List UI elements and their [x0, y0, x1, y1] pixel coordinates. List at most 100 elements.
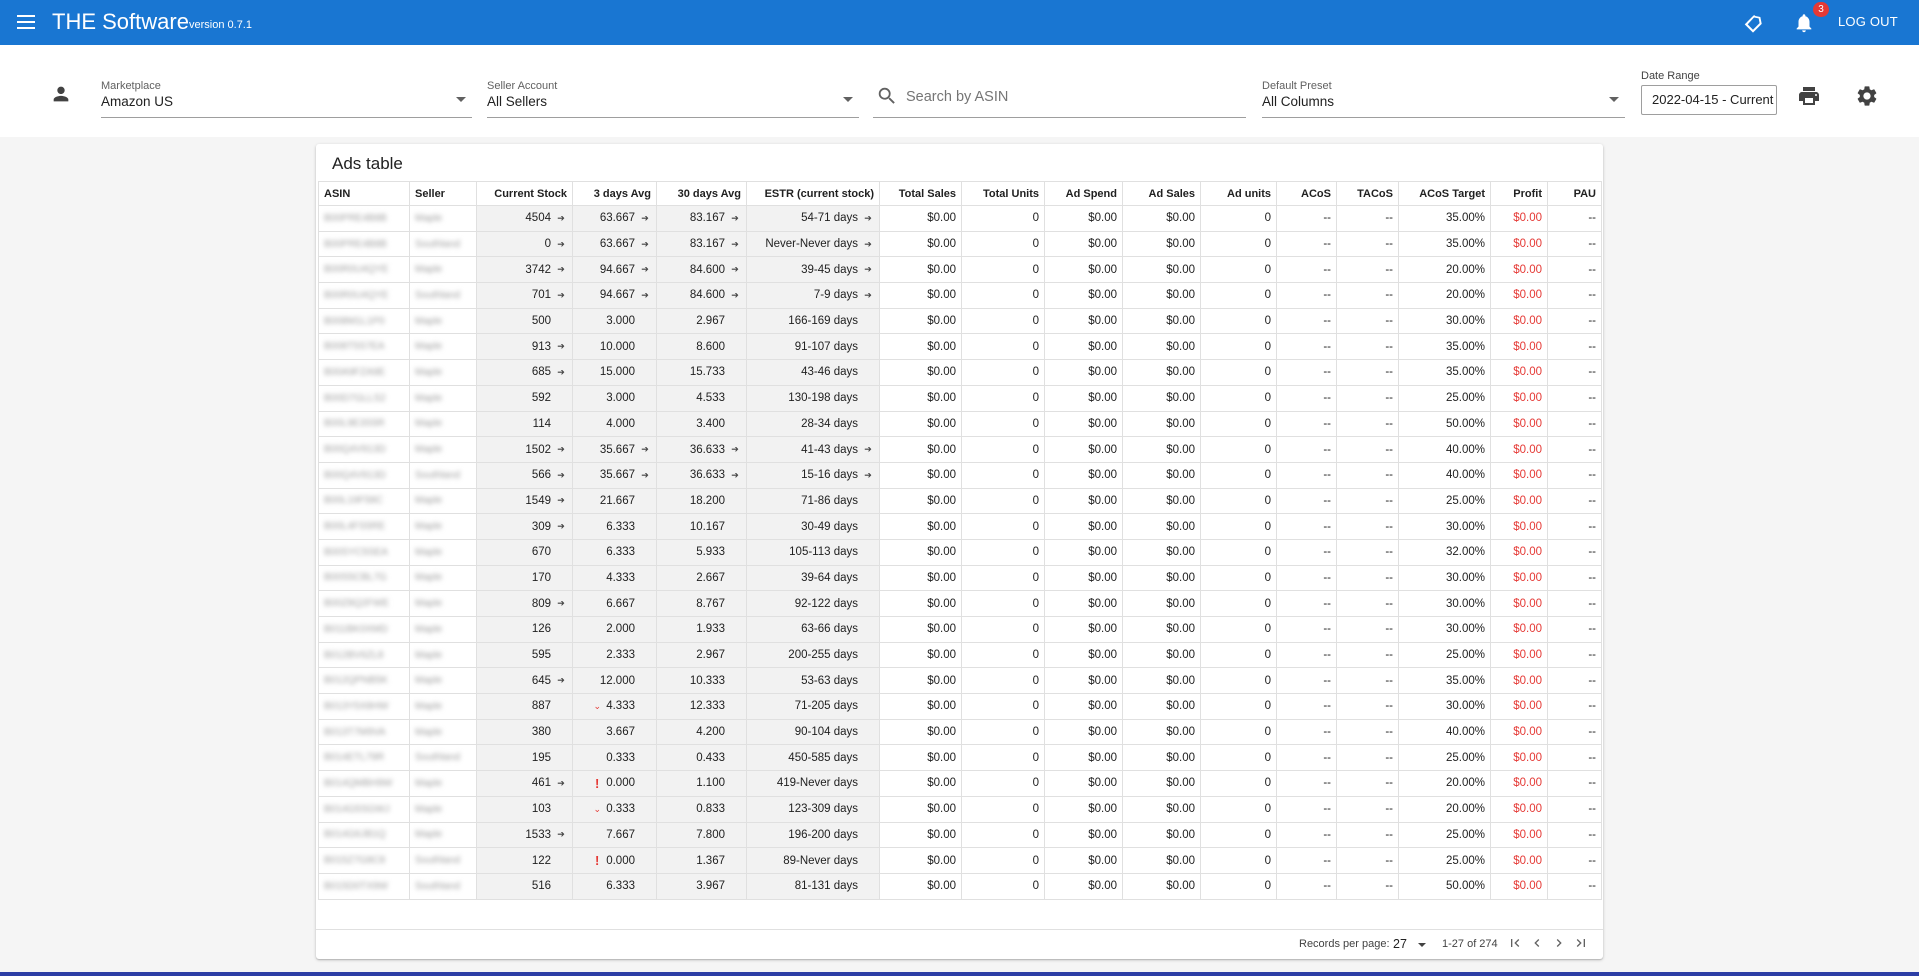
menu-icon[interactable]: [14, 11, 38, 35]
table-row[interactable]: B00Q4V913D Southland 566 ➔ 35.667 ➔ 36.633 ➔ 15-…: [318, 461, 1602, 489]
bell-icon[interactable]: [1793, 12, 1815, 34]
import-icon[interactable]: ➔: [731, 469, 739, 480]
import-icon[interactable]: ➔: [731, 212, 739, 223]
import-icon[interactable]: ➔: [557, 469, 565, 480]
import-icon[interactable]: ➔: [557, 238, 565, 249]
asin-cell[interactable]: B012BV6ZL8: [318, 641, 410, 669]
import-icon[interactable]: ➔: [641, 264, 649, 275]
table-row[interactable]: B011BK0XMD Maple 126 2.000 1.933 63-66 days $0…: [318, 616, 1602, 643]
seller-account-select[interactable]: Seller Account All Sellers: [487, 78, 859, 118]
table-row[interactable]: B014G6JB1Q Maple 1533 ➔ 7.667 7.800 196-200 da…: [318, 821, 1602, 849]
col-total-sales[interactable]: Total Sales: [879, 181, 962, 206]
last-page-icon[interactable]: [1573, 935, 1589, 951]
table-row[interactable]: B012BV6ZL8 Maple 595 2.333 2.967 200-255 days…: [318, 641, 1602, 669]
import-icon[interactable]: ➔: [641, 212, 649, 223]
import-icon[interactable]: ➔: [557, 444, 565, 455]
col-estr[interactable]: ESTR (current stock): [746, 181, 880, 206]
asin-cell[interactable]: B015D0TX9W: [318, 872, 410, 900]
col-3-days-avg[interactable]: 3 days Avg: [572, 181, 657, 206]
import-icon[interactable]: ➔: [864, 444, 872, 455]
asin-cell[interactable]: B00SYC5SEA: [318, 538, 410, 566]
asin-cell[interactable]: B00PRE4B8B: [318, 205, 410, 232]
person-icon[interactable]: [50, 83, 72, 105]
import-icon[interactable]: ➔: [641, 289, 649, 300]
next-page-icon[interactable]: [1551, 935, 1567, 951]
col-seller[interactable]: Seller: [409, 181, 477, 206]
import-icon[interactable]: ➔: [557, 341, 565, 352]
col-30-days-avg[interactable]: 30 days Avg: [656, 181, 747, 206]
import-icon[interactable]: ➔: [557, 521, 565, 532]
import-icon[interactable]: ➔: [557, 289, 565, 300]
records-per-page-select[interactable]: 27: [1393, 937, 1407, 951]
col-pau[interactable]: PAU: [1547, 181, 1602, 206]
asin-cell[interactable]: B00Q4V913D: [318, 436, 410, 463]
import-icon[interactable]: ➔: [641, 469, 649, 480]
asin-cell[interactable]: B00Q4V913D: [318, 461, 410, 489]
preset-select[interactable]: Default Preset All Columns: [1262, 78, 1625, 118]
tag-icon[interactable]: [1742, 12, 1764, 34]
import-icon[interactable]: ➔: [557, 598, 565, 609]
asin-cell[interactable]: B00S5CBL7G: [318, 564, 410, 592]
col-acos-target[interactable]: ACoS Target: [1398, 181, 1491, 206]
print-icon[interactable]: [1797, 84, 1821, 108]
table-row[interactable]: B00R0U4QYE Maple 3742 ➔ 94.667 ➔ 84.600 ➔ 39-45 …: [318, 256, 1602, 284]
table-row[interactable]: B015D0TX9W Southland 516 6.333 3.967 81-131 d…: [318, 872, 1602, 900]
table-row[interactable]: B008T5S7EA Maple 913 ➔ 10.000 8.600 91-107 day…: [318, 333, 1602, 361]
asin-cell[interactable]: B00D7GLLS2: [318, 384, 410, 412]
asin-cell[interactable]: B00L19F58C: [318, 487, 410, 515]
import-icon[interactable]: ➔: [864, 289, 872, 300]
table-row[interactable]: B015Z7G8C8 Southland 122! 0.000 1.367 89-Neve…: [318, 847, 1602, 874]
asin-cell[interactable]: B012QPNB5K: [318, 667, 410, 695]
table-row[interactable]: B00PRE4B8B Maple 4504 ➔ 63.667 ➔ 83.167 ➔ 54-71 …: [318, 205, 1602, 232]
import-icon[interactable]: ➔: [557, 366, 565, 377]
asin-cell[interactable]: B013Y5X8HW: [318, 693, 410, 720]
gear-icon[interactable]: [1855, 84, 1879, 108]
asin-cell[interactable]: B008T5S7EA: [318, 333, 410, 361]
asin-cell[interactable]: B00R0U4QYE: [318, 282, 410, 309]
table-row[interactable]: B00PRE4B8B Southland 0 ➔ 63.667 ➔ 83.167 ➔ Never…: [318, 230, 1602, 258]
table-row[interactable]: B00Q4V913D Maple 1502 ➔ 35.667 ➔ 36.633 ➔ 41-43 …: [318, 436, 1602, 463]
import-icon[interactable]: ➔: [641, 238, 649, 249]
table-row[interactable]: B00A9FZA9E Maple 685 ➔ 15.000 15.733 43-46 day…: [318, 359, 1602, 386]
chevron-down-icon[interactable]: [1418, 943, 1426, 947]
col-tacos[interactable]: TACoS: [1336, 181, 1399, 206]
asin-cell[interactable]: B008M1L1P0: [318, 307, 410, 335]
first-page-icon[interactable]: [1507, 935, 1523, 951]
col-ad-sales[interactable]: Ad Sales: [1122, 181, 1201, 206]
asin-cell[interactable]: B013T7M9VA: [318, 718, 410, 746]
col-ad-spend[interactable]: Ad Spend: [1044, 181, 1123, 206]
import-icon[interactable]: ➔: [864, 212, 872, 223]
table-row[interactable]: B013Y5X8HW Maple 887 ⌄ 4.333 12.333 71-205 day…: [318, 693, 1602, 720]
import-icon[interactable]: ➔: [864, 264, 872, 275]
import-icon[interactable]: ➔: [557, 777, 565, 788]
asin-cell[interactable]: B00L4FS5RE: [318, 513, 410, 540]
date-range-input[interactable]: 2022-04-15 - Current: [1641, 85, 1777, 115]
table-row[interactable]: B014QMBH9W Maple 461 ➔! 0.000 1.100 419-Never …: [318, 770, 1602, 797]
asin-cell[interactable]: B00A9FZA9E: [318, 359, 410, 386]
table-row[interactable]: B013T7M9VA Maple 380 3.667 4.200 90-104 days $…: [318, 718, 1602, 746]
import-icon[interactable]: ➔: [731, 444, 739, 455]
table-row[interactable]: B00SYC5SEA Maple 670 6.333 5.933 105-113 days…: [318, 538, 1602, 566]
import-icon[interactable]: ➔: [641, 444, 649, 455]
col-profit[interactable]: Profit: [1490, 181, 1548, 206]
logout-button[interactable]: LOG OUT: [1838, 14, 1898, 29]
asin-cell[interactable]: B00R0U4QYE: [318, 256, 410, 284]
table-row[interactable]: B014ETL79R Southland 195 0.333 0.433 450-585 …: [318, 744, 1602, 772]
table-row[interactable]: B012QPNB5K Maple 645 ➔ 12.000 10.333 53-63 day…: [318, 667, 1602, 695]
import-icon[interactable]: ➔: [557, 264, 565, 275]
import-icon[interactable]: ➔: [864, 238, 872, 249]
marketplace-select[interactable]: Marketplace Amazon US: [101, 78, 472, 118]
col-ad-units[interactable]: Ad units: [1200, 181, 1277, 206]
import-icon[interactable]: ➔: [731, 264, 739, 275]
table-row[interactable]: B014G5SGWJ Maple 103 ⌄ 0.333 0.833 123-309 day…: [318, 795, 1602, 823]
asin-cell[interactable]: B00L9E3S5R: [318, 410, 410, 438]
import-icon[interactable]: ➔: [557, 675, 565, 686]
table-row[interactable]: B00S5CBL7G Maple 170 4.333 2.667 39-64 days $0…: [318, 564, 1602, 592]
col-asin[interactable]: ASIN: [318, 181, 410, 206]
asin-cell[interactable]: B015Z7G8C8: [318, 847, 410, 874]
col-total-units[interactable]: Total Units: [961, 181, 1045, 206]
asin-cell[interactable]: B00PRE4B8B: [318, 230, 410, 258]
col-acos[interactable]: ACoS: [1276, 181, 1337, 206]
table-row[interactable]: B00Z8Q2FWE Maple 809 ➔ 6.667 8.767 92-122 days…: [318, 590, 1602, 617]
import-icon[interactable]: ➔: [557, 495, 565, 506]
